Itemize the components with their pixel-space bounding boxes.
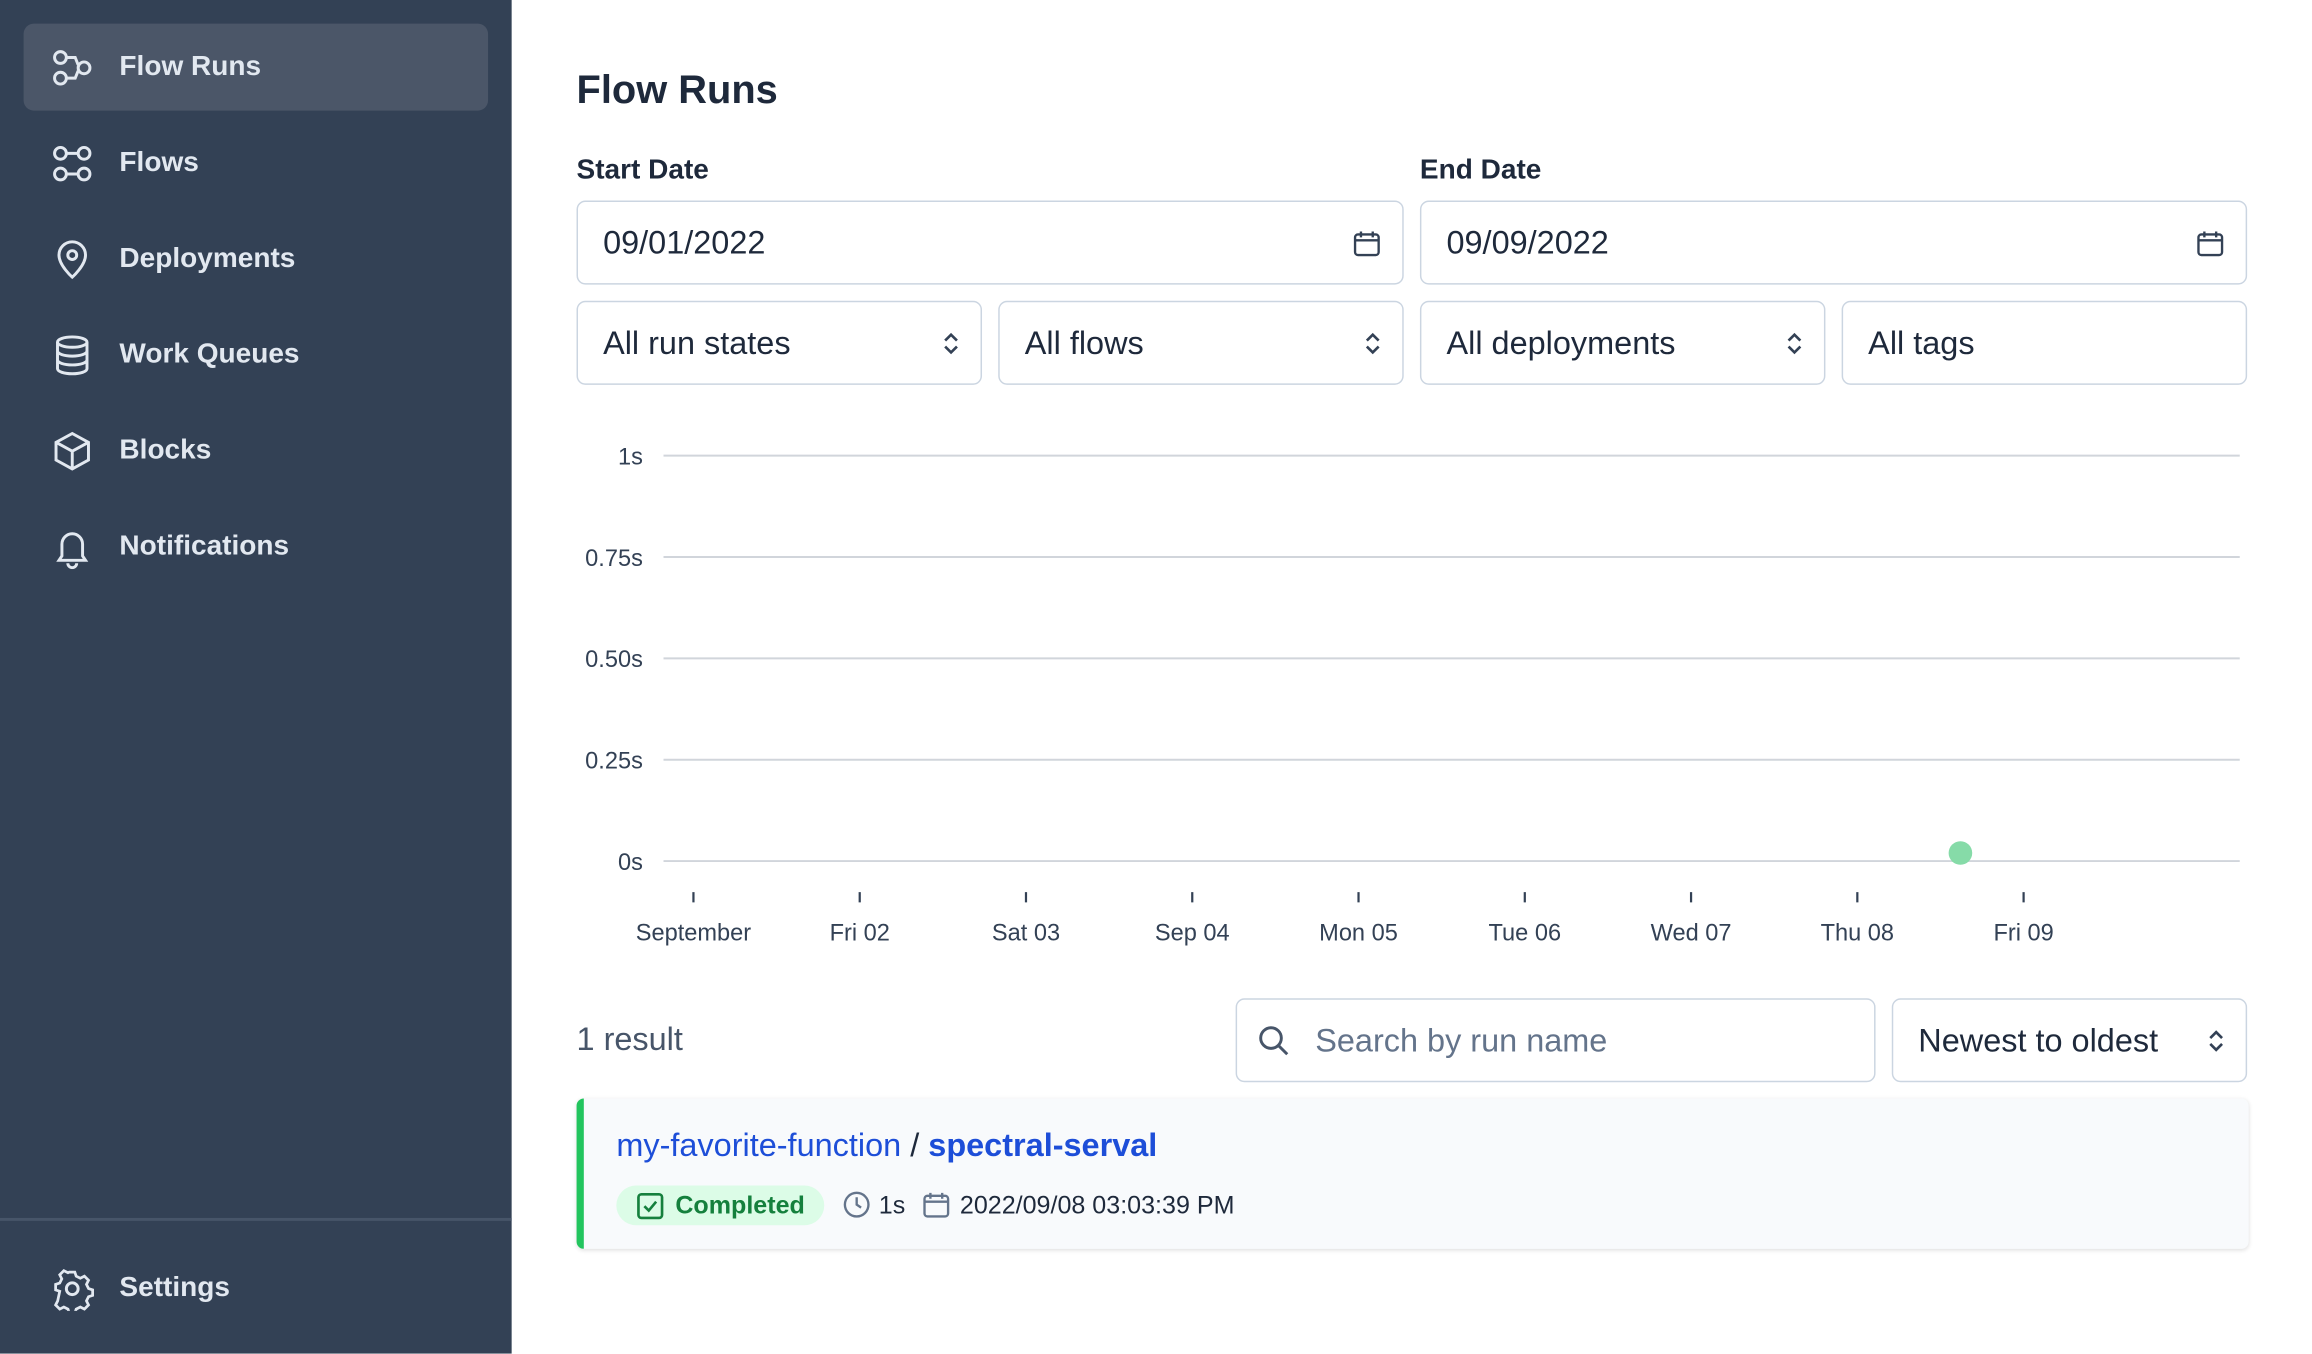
icon — [57, 239, 87, 279]
state-label: Completed — [675, 1191, 805, 1220]
icon — [56, 334, 89, 375]
nav-item[interactable]: Deployments — [24, 215, 488, 302]
select[interactable]: All run states — [576, 300, 983, 385]
chart: 0s 0.25s 0.50s 0.75s 1s September Fri 02 Sat 03… — [585, 443, 2240, 946]
nav-label: Blocks — [119, 434, 212, 466]
field-label: End Date — [1419, 154, 1542, 186]
nav-label: Work Queues — [119, 338, 300, 370]
run-link[interactable]: spectral-serval — [928, 1126, 1158, 1164]
run-title: my-favorite-function / spectral-serval — [616, 1127, 1157, 1165]
sidebar: Flow Runs Flows Deployments Work Queues … — [0, 0, 512, 1354]
chevrons — [944, 332, 958, 354]
search-input[interactable]: Search by run name — [1235, 998, 1876, 1083]
point — [1948, 841, 1973, 865]
nav-item[interactable]: Flows — [24, 119, 488, 206]
input-value: 09/01/2022 — [603, 223, 766, 261]
icon — [54, 431, 90, 470]
calendar-icon — [1353, 230, 1380, 256]
x-tick-label: Thu 08 — [1821, 920, 1894, 946]
x-tick-label: September — [636, 920, 751, 946]
nav-item[interactable]: Settings — [24, 1244, 488, 1331]
nav-item[interactable]: Notifications — [24, 503, 488, 590]
clock-icon — [843, 1191, 870, 1218]
nav-item[interactable]: Blocks — [24, 407, 488, 494]
select[interactable]: All deployments — [1419, 300, 1826, 385]
x-tick-label: Fri 09 — [1993, 920, 2053, 946]
result-count: 1 result — [576, 1020, 683, 1058]
y-tick-label: 1s — [618, 443, 643, 469]
chevrons — [1365, 332, 1380, 354]
select-value: All deployments — [1446, 323, 1676, 361]
field-label: Start Date — [576, 154, 709, 186]
icon — [56, 531, 89, 569]
input-value: All tags — [1868, 323, 1975, 361]
select-value: All flows — [1024, 323, 1144, 361]
nav-label: Notifications — [119, 530, 290, 562]
y-tick-label: 0.50s — [585, 646, 643, 672]
main: Flow Runs Start Date End Date 09/01/2022… — [512, 0, 2312, 1354]
input-value: 09/09/2022 — [1446, 223, 1609, 261]
start-time: 2022/09/08 03:03:39 PM — [959, 1191, 1235, 1220]
placeholder: Search by run name — [1315, 1021, 1608, 1058]
flow-link[interactable]: my-favorite-function — [616, 1126, 902, 1164]
y-tick-label: 0.25s — [585, 748, 643, 774]
date-input[interactable]: 09/09/2022 — [1419, 200, 2248, 285]
nav-label: Flows — [119, 146, 199, 178]
separator: / — [910, 1126, 920, 1164]
select[interactable]: All flows — [998, 300, 1404, 385]
nav-label: Deployments — [119, 242, 296, 274]
select-value: Newest to oldest — [1918, 1021, 2159, 1058]
x-tick-label: Tue 06 — [1489, 920, 1562, 946]
date-input[interactable]: 09/01/2022 — [576, 200, 1404, 285]
x-tick-label: Mon 05 — [1319, 920, 1398, 946]
tags-input[interactable]: All tags — [1841, 300, 2248, 385]
chevrons — [2209, 1029, 2223, 1051]
x-tick-label: Wed 07 — [1651, 920, 1732, 946]
calendar-icon — [2197, 230, 2224, 256]
y-tick-label: 0.75s — [585, 545, 643, 571]
x-tick-label: Sep 04 — [1155, 920, 1230, 946]
icon — [53, 145, 92, 181]
nav-item[interactable]: Flow Runs — [23, 23, 489, 111]
nav-label: Flow Runs — [119, 50, 262, 82]
chevrons — [1787, 332, 1802, 354]
x-tick-label: Sat 03 — [992, 920, 1060, 946]
select-value: All run states — [603, 323, 791, 361]
nav-label: Settings — [119, 1271, 230, 1303]
calendar-icon — [923, 1192, 950, 1218]
icon — [53, 49, 92, 85]
icon — [53, 1268, 95, 1311]
check-icon — [637, 1193, 664, 1220]
divider — [0, 1217, 512, 1221]
duration: 1s — [878, 1191, 906, 1220]
sort-select[interactable]: Newest to oldest — [1891, 998, 2248, 1083]
nav-item[interactable]: Work Queues — [24, 311, 488, 398]
page-title: Flow Runs — [576, 67, 778, 113]
run-card[interactable]: my-favorite-function / spectral-serval C… — [576, 1098, 2249, 1249]
x-tick-label: Fri 02 — [830, 920, 890, 946]
state-badge: Completed — [616, 1185, 825, 1226]
search-icon — [1259, 1025, 1289, 1055]
y-tick-label: 0s — [618, 849, 643, 875]
